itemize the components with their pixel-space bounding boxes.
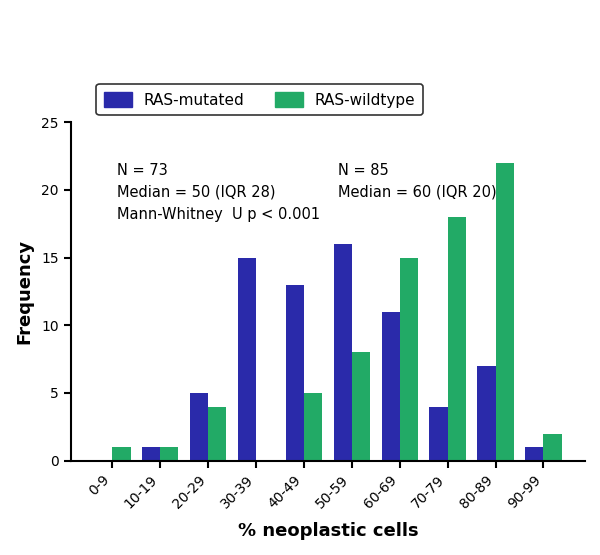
Bar (142, 447, 160, 461)
Legend: RAS-mutated, RAS-wildtype: RAS-mutated, RAS-wildtype (97, 84, 423, 115)
Bar (208, 407, 226, 461)
Bar (430, 407, 448, 461)
Bar (525, 447, 544, 461)
Bar (334, 244, 352, 461)
Bar (382, 312, 400, 461)
Bar (238, 258, 256, 461)
Text: N = 73
Median = 50 (IQR 28)
Mann-Whitney  U p < 0.001: N = 73 Median = 50 (IQR 28) Mann-Whitney… (117, 163, 320, 222)
Bar (544, 433, 562, 461)
Bar (448, 217, 466, 461)
Bar (190, 393, 208, 461)
Bar (286, 285, 304, 461)
Bar (160, 447, 178, 461)
X-axis label: % neoplastic cells: % neoplastic cells (238, 522, 418, 540)
Bar (478, 366, 496, 461)
Bar (496, 163, 514, 461)
Bar (400, 258, 418, 461)
Bar (112, 447, 131, 461)
Bar (352, 352, 370, 461)
Y-axis label: Frequency: Frequency (15, 239, 33, 344)
Text: N = 85
Median = 60 (IQR 20): N = 85 Median = 60 (IQR 20) (338, 163, 497, 200)
Bar (304, 393, 322, 461)
